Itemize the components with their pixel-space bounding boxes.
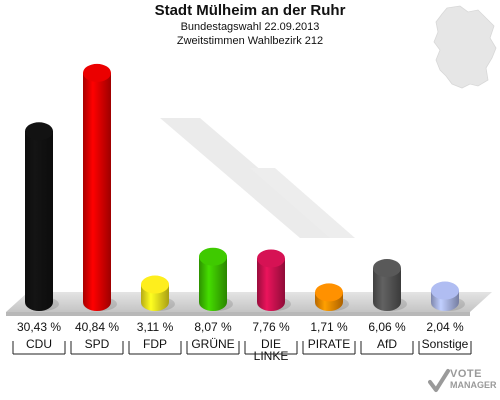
category-bracket bbox=[360, 341, 414, 355]
bar-body bbox=[199, 256, 227, 311]
bar-cap bbox=[25, 122, 53, 141]
category-label: LINKE bbox=[254, 349, 289, 363]
background-chevron-shape bbox=[160, 118, 340, 238]
value-label: 7,76 % bbox=[252, 320, 290, 334]
bar-afd bbox=[373, 259, 407, 311]
category-label: CDU bbox=[26, 337, 52, 351]
category-label: AfD bbox=[377, 337, 397, 351]
category-bracket bbox=[70, 341, 124, 355]
bar-cap bbox=[257, 249, 285, 268]
value-label: 30,43 % bbox=[17, 320, 61, 334]
category-label: SPD bbox=[85, 337, 110, 351]
value-labels-layer: 30,43 % 40,84 % 3,11 % 8,07 % 7,76 % 1,71 % 6,… bbox=[17, 320, 464, 334]
logo-text-manager: MANAGER bbox=[450, 380, 497, 390]
chart-title: Stadt Mülheim an der Ruhr bbox=[154, 2, 346, 19]
chart-subtitle-district: Zweitstimmen Wahlbezirk 212 bbox=[176, 35, 324, 47]
bar-body bbox=[257, 258, 285, 311]
category-label: FDP bbox=[143, 337, 167, 351]
bar-body bbox=[373, 268, 401, 311]
bar-cap bbox=[141, 275, 169, 294]
value-label: 6,06 % bbox=[368, 320, 406, 334]
category-bracket bbox=[186, 341, 240, 355]
logo-text-vote: VOTE bbox=[450, 368, 482, 380]
category-label: GRÜNE bbox=[191, 337, 234, 351]
value-label: 8,07 % bbox=[194, 320, 232, 334]
value-label: 2,04 % bbox=[426, 320, 464, 334]
bar-cap bbox=[199, 247, 227, 266]
checkmark-icon bbox=[428, 369, 450, 392]
bar-gr-ne bbox=[199, 247, 233, 311]
value-label: 3,11 % bbox=[137, 320, 174, 334]
value-label: 40,84 % bbox=[75, 320, 119, 334]
bar-sonstige bbox=[431, 281, 465, 311]
bar-pirate bbox=[315, 283, 349, 311]
bar-cap bbox=[83, 63, 111, 82]
category-bracket bbox=[128, 341, 182, 355]
bar-cap bbox=[431, 281, 459, 300]
bar-spd bbox=[83, 63, 117, 312]
category-label: PIRATE bbox=[308, 337, 350, 351]
chart-floor-edge bbox=[6, 312, 470, 316]
category-label: DIE bbox=[261, 337, 281, 351]
bar-cdu bbox=[25, 122, 59, 311]
category-bracket bbox=[12, 341, 66, 355]
background-chevron-shape bbox=[250, 168, 355, 238]
category-bracket bbox=[302, 341, 356, 355]
bars-layer bbox=[25, 63, 465, 312]
germany-map-icon bbox=[433, 5, 497, 89]
bar-cap bbox=[373, 259, 401, 278]
value-label: 1,71 % bbox=[310, 320, 348, 334]
chart-floor bbox=[6, 292, 492, 312]
bar-cap bbox=[315, 283, 343, 302]
bar-die-linke bbox=[257, 249, 291, 311]
category-label: Sonstige bbox=[422, 337, 469, 351]
bar-body bbox=[83, 72, 111, 312]
chart-header: Stadt Mülheim an der Ruhr Bundestagswahl… bbox=[0, 2, 500, 48]
chart-subtitle-date: Bundestagswahl 22.09.2013 bbox=[180, 21, 320, 33]
category-bracket bbox=[418, 341, 472, 355]
bar-body bbox=[25, 131, 53, 311]
category-bracket bbox=[244, 341, 298, 355]
vote-manager-logo: VOTE MANAGER bbox=[428, 366, 498, 396]
bar-fdp bbox=[141, 275, 175, 311]
